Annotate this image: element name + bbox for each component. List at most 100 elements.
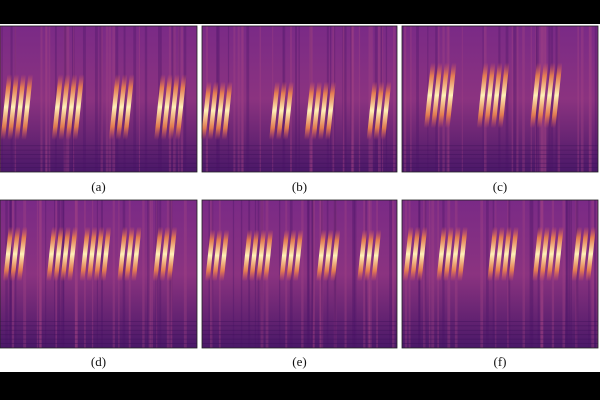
- streak: [508, 226, 519, 282]
- streak: [546, 226, 557, 282]
- streak: [219, 229, 229, 282]
- streak: [212, 229, 222, 282]
- streak: [578, 226, 589, 282]
- streak: [491, 62, 503, 129]
- streak: [201, 81, 212, 140]
- spectrogram: [0, 199, 198, 349]
- streak: [131, 226, 142, 282]
- streak: [65, 74, 77, 140]
- streak: [477, 62, 489, 129]
- streak: [357, 229, 367, 282]
- streak: [154, 74, 166, 140]
- panel-caption: (d): [91, 354, 106, 369]
- streak: [21, 74, 33, 140]
- streak: [436, 226, 447, 282]
- streak: [123, 74, 135, 140]
- streak: [431, 62, 443, 129]
- streak: [530, 62, 542, 129]
- streak: [3, 226, 14, 282]
- spectrogram-background: [202, 26, 397, 172]
- streak: [316, 229, 327, 282]
- streak: [571, 226, 582, 282]
- streak: [494, 226, 505, 282]
- streak: [0, 74, 12, 140]
- streak: [58, 74, 70, 140]
- streak: [318, 81, 329, 140]
- streak: [417, 226, 428, 282]
- streak: [94, 226, 104, 282]
- panel-border: [0, 25, 198, 173]
- panel-border: [201, 25, 398, 173]
- panel-caption: (b): [292, 179, 307, 194]
- streak: [168, 74, 180, 140]
- streak: [161, 74, 173, 140]
- streak: [283, 81, 294, 140]
- streak: [53, 226, 64, 282]
- streak: [532, 226, 543, 282]
- streak: [215, 81, 226, 140]
- streak: [484, 62, 496, 129]
- streak: [175, 74, 187, 140]
- streak: [445, 62, 457, 129]
- streak: [72, 74, 84, 140]
- streak: [67, 226, 78, 282]
- panel-caption: (c): [493, 179, 507, 194]
- streak: [14, 74, 26, 140]
- panel-border: [401, 25, 599, 173]
- streak: [152, 226, 163, 282]
- streak: [373, 81, 385, 140]
- streak: [438, 62, 450, 129]
- streak: [325, 81, 336, 140]
- streak: [10, 226, 21, 282]
- streak: [263, 229, 273, 282]
- streak: [124, 226, 135, 282]
- streak: [450, 226, 461, 282]
- streak: [159, 226, 170, 282]
- streak: [109, 74, 121, 140]
- streak: [256, 229, 266, 282]
- streak: [286, 229, 296, 282]
- spectrogram: [401, 199, 599, 349]
- spectrogram-background: [202, 200, 397, 348]
- streak: [276, 81, 287, 140]
- panel-border: [0, 199, 198, 349]
- streak: [487, 226, 498, 282]
- streak: [403, 226, 414, 282]
- spectrogram: [201, 25, 398, 173]
- streak: [311, 81, 322, 140]
- streak: [80, 226, 90, 282]
- streak: [551, 62, 563, 129]
- streak: [249, 229, 259, 282]
- streak: [537, 62, 549, 129]
- streak: [498, 62, 510, 129]
- streak: [87, 226, 97, 282]
- streak: [116, 74, 128, 140]
- streak: [269, 81, 280, 140]
- streak: [117, 226, 128, 282]
- streak: [166, 226, 177, 282]
- streak: [501, 226, 512, 282]
- streak: [101, 226, 111, 282]
- panel-border: [401, 199, 599, 349]
- streak: [330, 229, 341, 282]
- panel-caption: (f): [494, 354, 507, 369]
- streak: [222, 81, 233, 140]
- streak: [205, 229, 215, 282]
- streak: [364, 229, 374, 282]
- streak: [242, 229, 252, 282]
- streak: [293, 229, 303, 282]
- streak: [443, 226, 454, 282]
- streak: [46, 226, 57, 282]
- streak: [585, 226, 596, 282]
- streak: [7, 74, 19, 140]
- streak: [553, 226, 564, 282]
- spectrogram: [0, 25, 198, 173]
- spectrogram-background: [402, 200, 598, 348]
- streak: [371, 229, 381, 282]
- panel-caption: (e): [292, 354, 306, 369]
- streak: [539, 226, 550, 282]
- spectrogram: [201, 199, 398, 349]
- spectrogram-background: [0, 26, 197, 172]
- panel-caption: (a): [91, 179, 105, 194]
